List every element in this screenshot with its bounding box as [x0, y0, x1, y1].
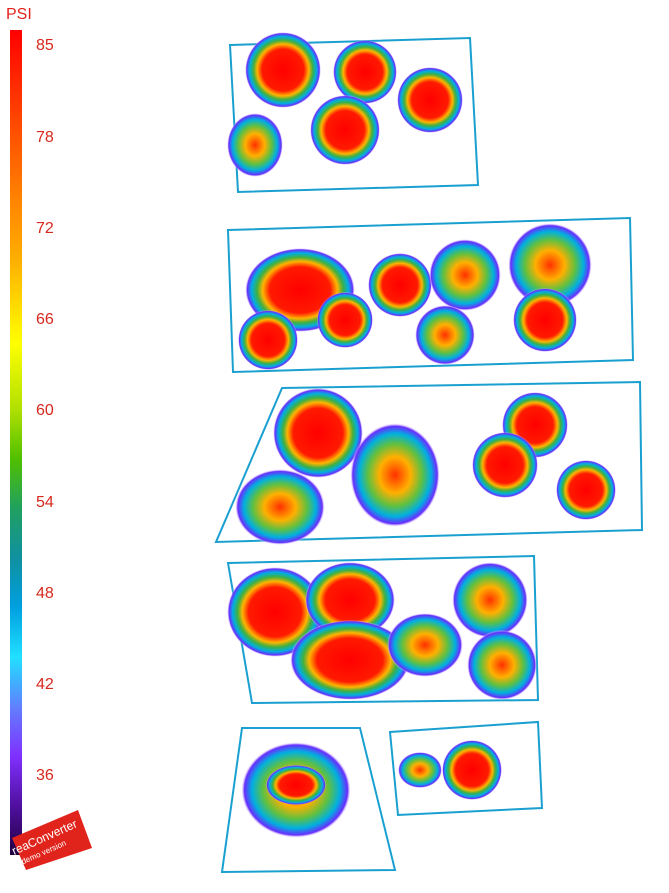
- scale-tick-60: 60: [36, 402, 54, 419]
- scale-tick-48: 48: [36, 585, 54, 602]
- pressure-color-scale: [10, 30, 22, 855]
- pressure-panel-5: [220, 720, 544, 874]
- watermark-badge: [12, 810, 92, 870]
- pressure-panel-1: [227, 32, 480, 194]
- scale-tick-66: 66: [36, 311, 54, 328]
- scale-tick-36: 36: [36, 767, 54, 784]
- scale-tick-42: 42: [36, 676, 54, 693]
- pressure-panel-2: [226, 216, 635, 374]
- scale-tick-54: 54: [36, 494, 54, 511]
- scale-tick-78: 78: [36, 129, 54, 146]
- scale-tick-85: 85: [36, 37, 54, 54]
- pressure-panel-3: [214, 380, 644, 545]
- pressure-panel-4: [226, 554, 540, 705]
- scale-tick-72: 72: [36, 220, 54, 237]
- scale-unit-label: PSI: [6, 6, 32, 23]
